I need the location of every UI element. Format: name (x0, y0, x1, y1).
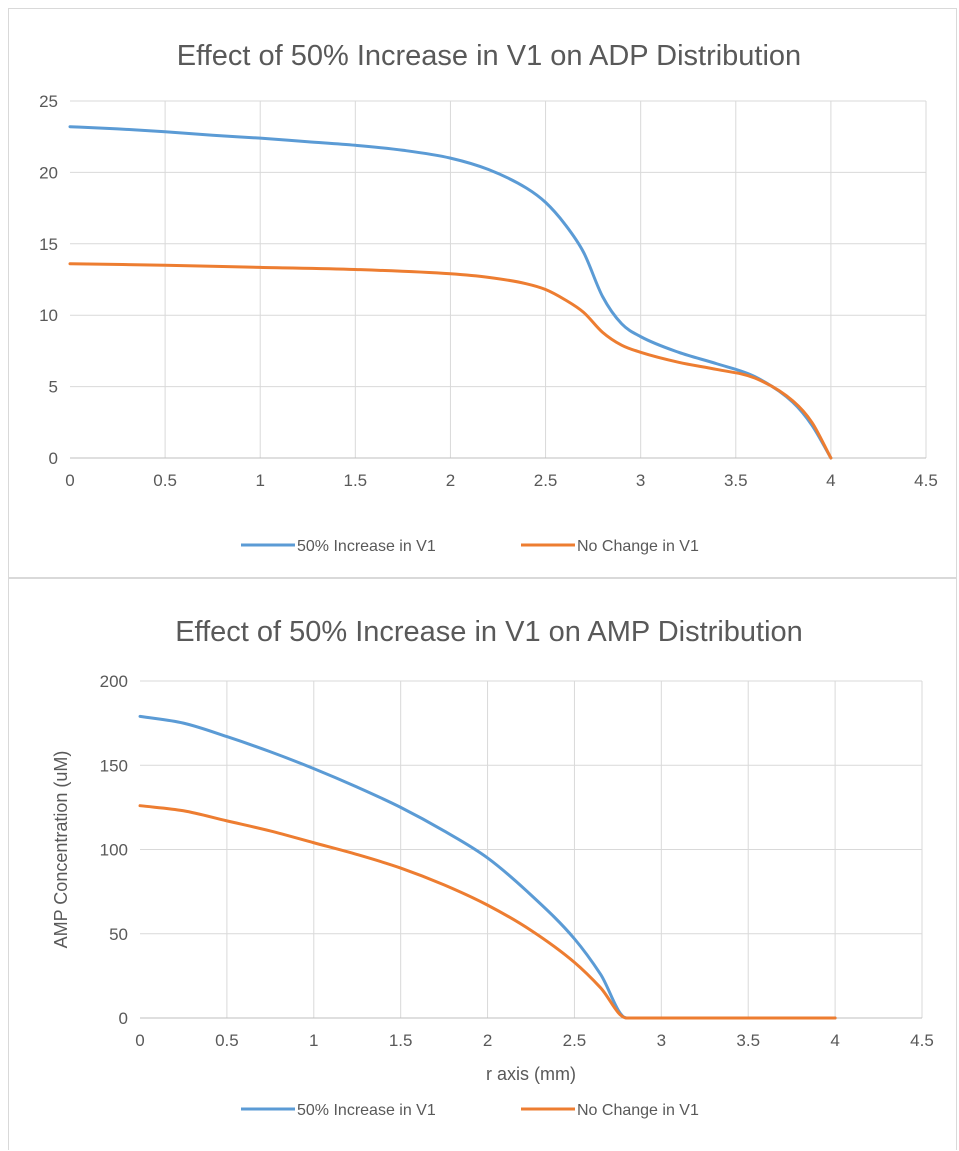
x-tick-label: 3 (657, 1031, 666, 1050)
x-tick-label: 0.5 (153, 471, 177, 490)
x-tick-label: 1 (255, 471, 264, 490)
amp-chart-panel: Effect of 50% Increase in V1 on AMP Dist… (8, 578, 957, 1150)
y-tick-label: 100 (100, 841, 128, 860)
x-tick-label: 1 (309, 1031, 318, 1050)
y-tick-label: 0 (49, 449, 58, 468)
x-tick-label: 4 (830, 1031, 839, 1050)
adp-chart-panel: Effect of 50% Increase in V1 on ADP Dist… (8, 8, 957, 578)
y-axis-label: AMP Concentration (uM) (51, 751, 71, 949)
y-tick-label: 15 (39, 235, 58, 254)
legend-label: 50% Increase in V1 (297, 1102, 436, 1119)
y-tick-label: 50 (109, 925, 128, 944)
y-tick-label: 25 (39, 92, 58, 111)
legend-label: No Change in V1 (577, 538, 699, 555)
x-tick-label: 3.5 (724, 471, 748, 490)
x-tick-label: 3.5 (736, 1031, 760, 1050)
x-tick-label: 4.5 (910, 1031, 934, 1050)
y-tick-label: 5 (49, 378, 58, 397)
y-tick-label: 20 (39, 163, 58, 182)
x-tick-label: 1.5 (344, 471, 368, 490)
x-tick-label: 2.5 (563, 1031, 587, 1050)
adp-chart: Effect of 50% Increase in V1 on ADP Dist… (39, 40, 938, 555)
y-tick-label: 200 (100, 672, 128, 691)
x-tick-label: 4 (826, 471, 835, 490)
x-tick-label: 2 (446, 471, 455, 490)
y-tick-label: 10 (39, 306, 58, 325)
y-tick-label: 0 (119, 1009, 128, 1028)
chart-title: Effect of 50% Increase in V1 on ADP Dist… (177, 40, 801, 72)
x-axis-label: r axis (mm) (486, 1064, 576, 1084)
legend-label: No Change in V1 (577, 1102, 699, 1119)
x-tick-label: 0 (135, 1031, 144, 1050)
x-tick-label: 0.5 (215, 1031, 239, 1050)
amp-chart: Effect of 50% Increase in V1 on AMP Dist… (51, 616, 934, 1119)
x-tick-label: 1.5 (389, 1031, 413, 1050)
x-tick-label: 4.5 (914, 471, 938, 490)
chart-title: Effect of 50% Increase in V1 on AMP Dist… (175, 616, 803, 648)
x-tick-label: 3 (636, 471, 645, 490)
y-tick-label: 150 (100, 756, 128, 775)
series-line-no-change (68, 262, 833, 460)
legend-label: 50% Increase in V1 (297, 538, 436, 555)
x-tick-label: 0 (65, 471, 74, 490)
x-tick-label: 2 (483, 1031, 492, 1050)
series-line-no-change (138, 804, 837, 1020)
series-line-increase (68, 125, 833, 460)
x-tick-label: 2.5 (534, 471, 558, 490)
